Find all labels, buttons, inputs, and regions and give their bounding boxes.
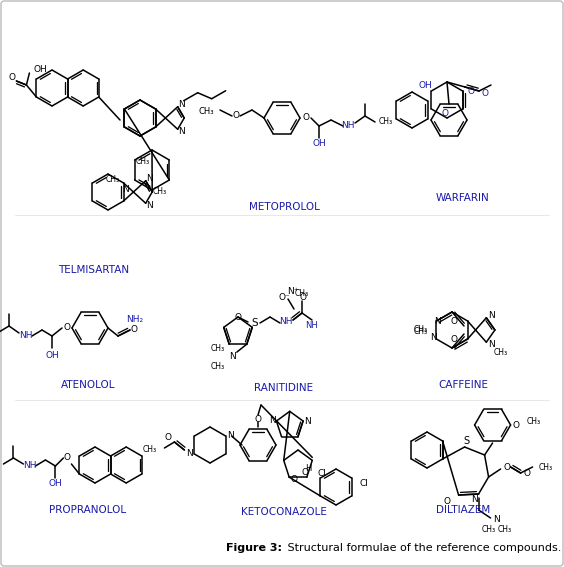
Text: OH: OH — [45, 350, 59, 359]
Text: O: O — [482, 88, 488, 98]
Text: O: O — [64, 324, 70, 332]
Text: O: O — [451, 335, 457, 344]
Text: OH: OH — [33, 65, 47, 74]
Text: N: N — [122, 184, 129, 193]
Text: CAFFEINE: CAFFEINE — [438, 380, 488, 390]
Text: N: N — [488, 311, 495, 320]
Text: CH₃: CH₃ — [135, 158, 149, 167]
Text: N: N — [493, 515, 500, 524]
Text: O: O — [301, 468, 309, 477]
Text: CH₃: CH₃ — [211, 344, 225, 353]
Text: N: N — [230, 352, 236, 361]
Text: N: N — [303, 417, 310, 426]
Text: O: O — [451, 316, 457, 325]
Text: ATENOLOL: ATENOLOL — [61, 380, 115, 390]
Text: N: N — [186, 450, 193, 459]
Text: NH: NH — [306, 320, 318, 329]
Text: CH₃: CH₃ — [211, 362, 225, 371]
Text: N: N — [434, 318, 441, 327]
Text: PROPRANOLOL: PROPRANOLOL — [50, 505, 126, 515]
Text: CH₃: CH₃ — [482, 526, 496, 535]
Text: O: O — [290, 475, 298, 484]
Text: Figure 3:: Figure 3: — [226, 543, 282, 553]
Text: N: N — [146, 201, 153, 210]
Text: N: N — [227, 431, 234, 441]
Text: N: N — [178, 100, 185, 109]
Text: OH: OH — [418, 82, 432, 91]
Text: N⁺: N⁺ — [287, 287, 299, 297]
Text: N: N — [488, 340, 495, 349]
Text: S: S — [252, 318, 258, 328]
Text: N: N — [430, 333, 437, 342]
Text: CH₃: CH₃ — [413, 327, 428, 336]
Text: N: N — [471, 496, 478, 505]
Text: O: O — [130, 324, 138, 333]
Text: N: N — [178, 127, 185, 136]
Text: O: O — [442, 109, 448, 119]
Text: O: O — [235, 312, 241, 321]
Text: O: O — [9, 73, 16, 82]
Text: Cl: Cl — [359, 479, 368, 488]
Text: TELMISARTAN: TELMISARTAN — [59, 265, 130, 275]
Text: O: O — [523, 469, 530, 479]
Text: Cl: Cl — [318, 469, 327, 479]
Text: METOPROLOL: METOPROLOL — [249, 202, 319, 212]
Text: CH₃: CH₃ — [539, 463, 553, 472]
Text: O: O — [232, 112, 240, 121]
Text: CH₃: CH₃ — [497, 526, 512, 535]
Text: NH: NH — [23, 462, 36, 471]
Text: RANITIDINE: RANITIDINE — [254, 383, 314, 393]
Text: OH: OH — [49, 480, 62, 489]
Text: CH₃: CH₃ — [295, 290, 309, 298]
Text: NH₂: NH₂ — [126, 315, 143, 324]
Text: NH: NH — [19, 331, 33, 340]
Text: NH: NH — [341, 121, 355, 129]
Text: O: O — [467, 87, 474, 95]
Text: O: O — [443, 497, 450, 506]
Text: KETOCONAZOLE: KETOCONAZOLE — [241, 507, 327, 517]
Text: O: O — [512, 421, 519, 429]
Text: N: N — [146, 174, 153, 183]
Text: O: O — [64, 454, 71, 463]
Text: H: H — [305, 464, 311, 473]
Text: OH: OH — [312, 139, 326, 149]
Text: N: N — [269, 416, 276, 425]
Text: CH₃: CH₃ — [494, 348, 508, 357]
Text: O⁻: O⁻ — [278, 293, 290, 302]
Text: O: O — [302, 113, 310, 122]
Text: Structural formulae of the reference compounds.: Structural formulae of the reference com… — [284, 543, 561, 553]
Text: O: O — [299, 293, 306, 302]
Text: CH₃: CH₃ — [153, 188, 167, 197]
Text: CH₃: CH₃ — [413, 324, 428, 333]
Text: WARFARIN: WARFARIN — [436, 193, 490, 203]
Text: CH₃: CH₃ — [199, 107, 214, 116]
Text: O: O — [165, 434, 172, 442]
Text: S: S — [464, 436, 470, 446]
Text: CH₃: CH₃ — [105, 175, 120, 184]
Text: O: O — [254, 416, 262, 425]
Text: NH: NH — [279, 318, 293, 327]
Text: CH₃: CH₃ — [527, 417, 541, 426]
Text: CH₃: CH₃ — [142, 445, 156, 454]
Text: DILTIAZEM: DILTIAZEM — [436, 505, 490, 515]
Text: O: O — [503, 463, 510, 472]
Text: CH₃: CH₃ — [379, 116, 393, 125]
